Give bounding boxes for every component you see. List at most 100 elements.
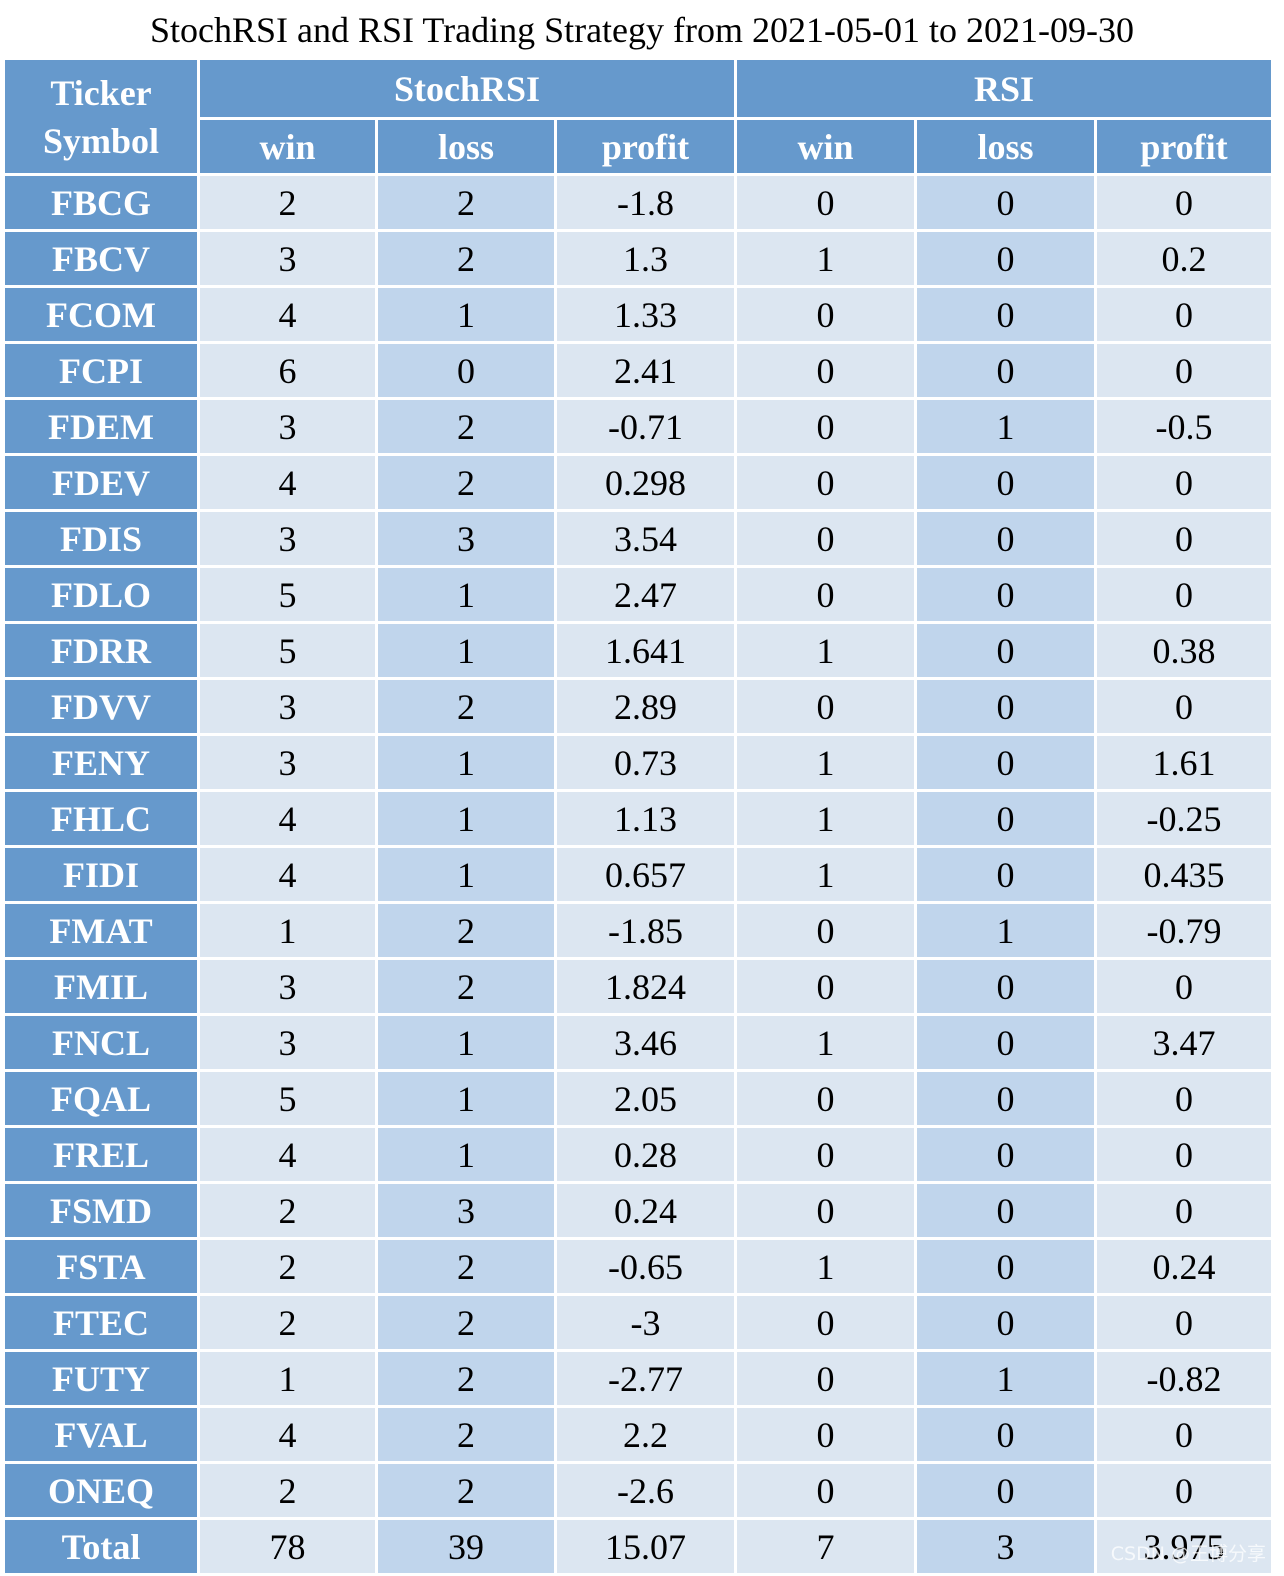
stochrsi-win-cell: 6 xyxy=(200,344,375,397)
ticker-cell: Total xyxy=(5,1520,197,1573)
rsi-loss-cell: 0 xyxy=(917,1072,1094,1125)
stochrsi-profit-cell: 1.641 xyxy=(557,624,734,677)
stochrsi-loss-cell: 3 xyxy=(378,512,554,565)
rsi-profit-cell: 0.2 xyxy=(1097,232,1271,285)
stochrsi-profit-cell: 2.89 xyxy=(557,680,734,733)
stochrsi-win-cell: 1 xyxy=(200,1352,375,1405)
ticker-cell: FIDI xyxy=(5,848,197,901)
table-row: FENY 3 1 0.73 1 0 1.61 xyxy=(5,736,1271,789)
table-row: FCOM 4 1 1.33 0 0 0 xyxy=(5,288,1271,341)
ticker-cell: FSMD xyxy=(5,1184,197,1237)
rsi-loss-cell: 0 xyxy=(917,232,1094,285)
stochrsi-loss-cell: 2 xyxy=(378,400,554,453)
stochrsi-loss-cell: 0 xyxy=(378,344,554,397)
rsi-win-cell: 0 xyxy=(737,456,914,509)
rsi-win-cell: 0 xyxy=(737,344,914,397)
stochrsi-win-cell: 3 xyxy=(200,680,375,733)
stochrsi-win-cell: 2 xyxy=(200,1464,375,1517)
rsi-win-cell: 0 xyxy=(737,1072,914,1125)
rsi-win-cell: 1 xyxy=(737,792,914,845)
stochrsi-win-cell: 4 xyxy=(200,1128,375,1181)
table-row: FDEM 3 2 -0.71 0 1 -0.5 xyxy=(5,400,1271,453)
stochrsi-loss-cell: 2 xyxy=(378,680,554,733)
stochrsi-loss-cell: 2 xyxy=(378,232,554,285)
stochrsi-win-cell: 2 xyxy=(200,1240,375,1293)
rsi-loss-cell: 0 xyxy=(917,848,1094,901)
ticker-cell: FTEC xyxy=(5,1296,197,1349)
stochrsi-profit-cell: 15.07 xyxy=(557,1520,734,1573)
rsi-win-cell: 0 xyxy=(737,960,914,1013)
table-row: ONEQ 2 2 -2.6 0 0 0 xyxy=(5,1464,1271,1517)
stochrsi-loss-cell: 1 xyxy=(378,1128,554,1181)
table-row: FDLO 5 1 2.47 0 0 0 xyxy=(5,568,1271,621)
stochrsi-loss-cell: 2 xyxy=(378,904,554,957)
rsi-profit-cell: 0 xyxy=(1097,344,1271,397)
ticker-cell: FENY xyxy=(5,736,197,789)
rsi-loss-cell: 0 xyxy=(917,1408,1094,1461)
rsi-win-cell: 0 xyxy=(737,568,914,621)
ticker-cell: FSTA xyxy=(5,1240,197,1293)
rsi-profit-cell: -0.25 xyxy=(1097,792,1271,845)
ticker-cell: FDIS xyxy=(5,512,197,565)
stochrsi-loss-cell: 2 xyxy=(378,1296,554,1349)
ticker-cell: FDEV xyxy=(5,456,197,509)
rsi-loss-cell: 0 xyxy=(917,624,1094,677)
ticker-cell: FDEM xyxy=(5,400,197,453)
rsi-loss-cell: 0 xyxy=(917,736,1094,789)
rsi-profit-cell: 0 xyxy=(1097,1072,1271,1125)
rsi-profit-cell: 0 xyxy=(1097,456,1271,509)
stochrsi-win-cell: 3 xyxy=(200,232,375,285)
ticker-cell: FNCL xyxy=(5,1016,197,1069)
rsi-win-cell: 7 xyxy=(737,1520,914,1573)
table-row: FTEC 2 2 -3 0 0 0 xyxy=(5,1296,1271,1349)
rsi-loss-cell: 1 xyxy=(917,904,1094,957)
stochrsi-loss-cell: 2 xyxy=(378,1408,554,1461)
rsi-profit-cell: 3.47 xyxy=(1097,1016,1271,1069)
stochrsi-loss-cell: 1 xyxy=(378,848,554,901)
table-row: FMAT 1 2 -1.85 0 1 -0.79 xyxy=(5,904,1271,957)
stochrsi-win-cell: 2 xyxy=(200,176,375,229)
rsi-loss-cell: 0 xyxy=(917,1184,1094,1237)
rsi-loss-cell: 0 xyxy=(917,1296,1094,1349)
table-row: FIDI 4 1 0.657 1 0 0.435 xyxy=(5,848,1271,901)
rsi-profit-cell: -0.5 xyxy=(1097,400,1271,453)
rsi-win-cell: 1 xyxy=(737,848,914,901)
stochrsi-profit-cell: 0.298 xyxy=(557,456,734,509)
ticker-cell: FDVV xyxy=(5,680,197,733)
table-row: FDVV 3 2 2.89 0 0 0 xyxy=(5,680,1271,733)
ticker-cell: FCPI xyxy=(5,344,197,397)
stochrsi-profit-cell: -1.85 xyxy=(557,904,734,957)
table-row: FBCG 2 2 -1.8 0 0 0 xyxy=(5,176,1271,229)
ticker-cell: FQAL xyxy=(5,1072,197,1125)
stochrsi-loss-cell: 1 xyxy=(378,1072,554,1125)
rsi-win-cell: 0 xyxy=(737,288,914,341)
ticker-cell: FMIL xyxy=(5,960,197,1013)
rsi-loss-cell: 3 xyxy=(917,1520,1094,1573)
stochrsi-loss-cell: 2 xyxy=(378,1352,554,1405)
stochrsi-loss-cell: 2 xyxy=(378,456,554,509)
rsi-win-cell: 0 xyxy=(737,400,914,453)
table-row: FREL 4 1 0.28 0 0 0 xyxy=(5,1128,1271,1181)
stochrsi-win-header: win xyxy=(200,120,375,173)
stochrsi-profit-cell: -2.6 xyxy=(557,1464,734,1517)
rsi-win-cell: 0 xyxy=(737,1184,914,1237)
rsi-win-cell: 0 xyxy=(737,1352,914,1405)
rsi-loss-cell: 0 xyxy=(917,680,1094,733)
stochrsi-profit-cell: 2.47 xyxy=(557,568,734,621)
stochrsi-profit-cell: 3.46 xyxy=(557,1016,734,1069)
stochrsi-profit-cell: 2.41 xyxy=(557,344,734,397)
stochrsi-win-cell: 5 xyxy=(200,568,375,621)
rsi-profit-cell: 0 xyxy=(1097,680,1271,733)
rsi-loss-cell: 0 xyxy=(917,1128,1094,1181)
stochrsi-profit-cell: 2.2 xyxy=(557,1408,734,1461)
stochrsi-loss-cell: 1 xyxy=(378,792,554,845)
ticker-header-line2: Symbol xyxy=(42,120,160,161)
rsi-win-cell: 1 xyxy=(737,736,914,789)
ticker-cell: FDLO xyxy=(5,568,197,621)
table-row: FNCL 3 1 3.46 1 0 3.47 xyxy=(5,1016,1271,1069)
rsi-profit-cell: 0 xyxy=(1097,512,1271,565)
ticker-cell: FHLC xyxy=(5,792,197,845)
rsi-win-cell: 0 xyxy=(737,1128,914,1181)
table-row: FDIS 3 3 3.54 0 0 0 xyxy=(5,512,1271,565)
stochrsi-win-cell: 4 xyxy=(200,1408,375,1461)
